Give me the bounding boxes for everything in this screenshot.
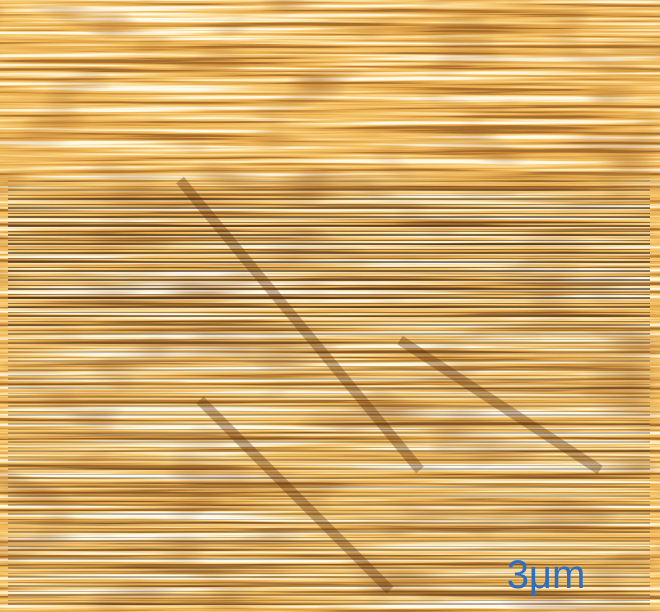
page: {"scale_bar": {"label": "3μm"}} <box>0 0 660 612</box>
scale-bar-label: 3μm <box>507 553 586 597</box>
scan-line-artifacts <box>8 0 650 606</box>
afm-image-view: 3μm <box>0 0 660 612</box>
